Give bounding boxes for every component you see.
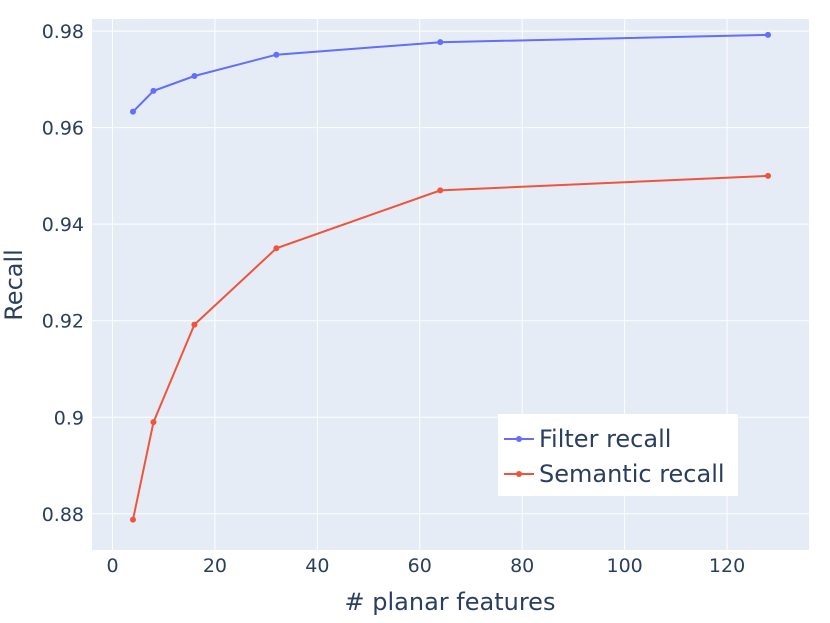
- semantic-recall-point: [765, 172, 772, 179]
- y-tick-label: 0.88: [42, 504, 84, 526]
- x-tick-label: 120: [709, 555, 745, 577]
- legend-label-filter: Filter recall: [539, 425, 671, 453]
- series-layer: [129, 31, 772, 523]
- x-tick-label: 60: [408, 555, 432, 577]
- grid-lines: [92, 19, 809, 550]
- legend-box: [498, 414, 738, 496]
- x-tick-label: 80: [510, 555, 534, 577]
- x-tick-label: 40: [305, 555, 329, 577]
- filter-recall-point: [191, 72, 198, 79]
- filter-recall-point: [150, 87, 157, 94]
- legend: Filter recall Semantic recall: [498, 414, 738, 496]
- semantic-recall-point: [437, 187, 444, 194]
- semantic-recall-point: [273, 245, 280, 252]
- tick-labels: 0 20 40 60 80 100 120 0.88 0.9 0.92 0.94 0.96 0.98: [42, 21, 746, 577]
- semantic-recall-point: [150, 419, 157, 426]
- x-axis-title: # planar features: [345, 588, 556, 616]
- x-tick-label: 20: [203, 555, 227, 577]
- y-tick-label: 0.96: [42, 118, 84, 140]
- legend-marker-semantic: [516, 471, 522, 477]
- y-tick-label: 0.98: [42, 21, 84, 43]
- filter-recall-point: [437, 39, 444, 46]
- y-tick-label: 0.9: [54, 407, 84, 429]
- semantic-recall-point: [129, 516, 136, 523]
- legend-marker-filter: [516, 436, 522, 442]
- x-tick-label: 100: [606, 555, 642, 577]
- filter-recall-point: [765, 31, 772, 38]
- y-axis-title: Recall: [0, 249, 28, 321]
- semantic-recall-point: [191, 321, 198, 328]
- filter-recall-point: [129, 108, 136, 115]
- legend-label-semantic: Semantic recall: [539, 460, 725, 488]
- filter-recall-line: [132, 33, 769, 113]
- semantic-recall-line: [132, 174, 769, 520]
- y-tick-label: 0.92: [42, 311, 84, 333]
- y-tick-label: 0.94: [42, 214, 84, 236]
- filter-recall-point: [273, 51, 280, 58]
- x-tick-label: 0: [106, 555, 118, 577]
